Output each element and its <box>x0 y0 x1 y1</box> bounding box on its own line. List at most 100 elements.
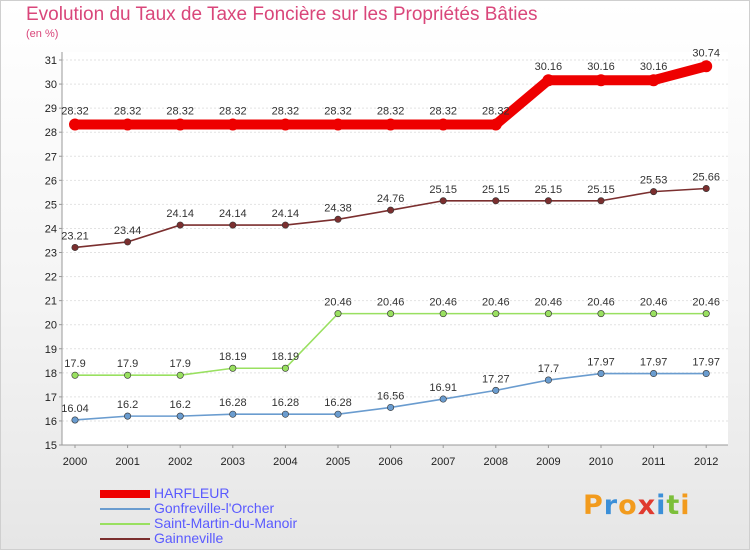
legend-swatch <box>100 507 150 510</box>
data-label: 24.14 <box>219 208 247 220</box>
data-point <box>492 197 500 205</box>
data-point <box>281 410 289 418</box>
data-label: 25.15 <box>429 184 457 196</box>
data-label: 24.76 <box>377 193 405 205</box>
data-point <box>597 197 605 205</box>
data-point <box>437 118 450 131</box>
data-label: 28.32 <box>377 105 405 117</box>
data-label: 28.32 <box>429 105 457 117</box>
data-point <box>176 371 184 379</box>
data-point <box>332 118 344 131</box>
data-point <box>124 238 132 246</box>
legend-item: Saint-Martin-du-Manoir <box>100 516 297 531</box>
legend-label: Gainneville <box>154 530 224 546</box>
data-point <box>544 376 552 384</box>
data-label: 17.9 <box>64 358 85 370</box>
data-label: 20.46 <box>692 297 720 309</box>
data-label: 20.46 <box>482 297 510 309</box>
data-label: 16.28 <box>219 397 247 409</box>
x-tick-label: 2010 <box>589 456 613 468</box>
data-label: 20.46 <box>535 297 563 309</box>
y-tick-label: 23 <box>45 248 57 260</box>
data-point <box>647 74 660 87</box>
data-label: 17.27 <box>482 373 510 385</box>
y-tick-label: 25 <box>45 199 57 211</box>
data-point <box>544 310 552 318</box>
data-point <box>281 221 289 229</box>
data-label: 17.97 <box>587 357 615 369</box>
data-label: 16.2 <box>117 399 138 411</box>
data-label: 30.74 <box>692 47 720 59</box>
data-label: 20.46 <box>324 297 352 309</box>
y-tick-label: 30 <box>45 79 57 91</box>
x-tick-label: 2000 <box>63 456 87 468</box>
y-tick-label: 24 <box>45 223 57 235</box>
y-tick-label: 16 <box>45 416 57 428</box>
legend-swatch <box>100 522 150 525</box>
data-point <box>702 370 710 378</box>
legend-swatch <box>100 489 150 498</box>
x-tick-label: 2009 <box>536 456 560 468</box>
data-label: 24.14 <box>166 208 194 220</box>
data-label: 30.16 <box>640 61 668 73</box>
legend-label: Gonfreville-l'Orcher <box>154 500 275 516</box>
y-tick-label: 19 <box>45 344 57 356</box>
y-tick-label: 29 <box>45 103 57 115</box>
y-tick-label: 17 <box>45 392 57 404</box>
data-point <box>281 364 289 372</box>
data-point <box>229 364 237 372</box>
y-tick-label: 15 <box>45 440 57 452</box>
data-label: 25.66 <box>692 171 720 183</box>
chart-title: Evolution du Taux de Taxe Foncière sur l… <box>26 4 538 25</box>
y-tick-label: 21 <box>45 296 57 308</box>
x-tick-label: 2001 <box>115 456 139 468</box>
data-point <box>174 118 187 131</box>
x-tick-label: 2007 <box>431 456 455 468</box>
x-tick-label: 2002 <box>168 456 192 468</box>
data-point <box>387 206 395 214</box>
y-tick-label: 18 <box>45 368 57 380</box>
data-point <box>226 118 239 131</box>
data-point <box>492 310 500 318</box>
data-point <box>700 60 713 73</box>
data-label: 24.38 <box>324 202 352 214</box>
legend-label: HARFLEUR <box>154 485 230 501</box>
data-point <box>650 188 658 196</box>
x-tick-label: 2003 <box>221 456 245 468</box>
data-label: 30.16 <box>587 61 615 73</box>
x-tick-label: 2012 <box>694 456 718 468</box>
data-label: 16.28 <box>272 397 300 409</box>
y-tick-label: 22 <box>45 272 57 284</box>
x-tick-label: 2005 <box>326 456 350 468</box>
data-point <box>71 243 79 251</box>
legend-item: Gonfreville-l'Orcher <box>100 501 297 516</box>
data-label: 16.04 <box>61 403 89 415</box>
data-label: 30.16 <box>535 61 563 73</box>
data-point <box>121 118 134 131</box>
data-label: 18.19 <box>272 351 300 363</box>
data-label: 25.15 <box>587 184 615 196</box>
chart-subtitle: (en %) <box>26 28 59 40</box>
data-point <box>176 221 184 229</box>
data-label: 24.14 <box>272 208 300 220</box>
data-point <box>334 215 342 223</box>
data-point <box>176 412 184 420</box>
data-point <box>387 403 395 411</box>
legend-label: Saint-Martin-du-Manoir <box>154 515 298 531</box>
data-label: 28.32 <box>166 105 194 117</box>
data-point <box>124 371 132 379</box>
legend: HARFLEUR Gonfreville-l'Orcher Saint-Martin… <box>100 486 297 546</box>
data-label: 25.15 <box>535 184 563 196</box>
data-point <box>597 370 605 378</box>
data-label: 28.32 <box>114 105 142 117</box>
legend-item: Gainneville <box>100 531 297 546</box>
data-label: 16.56 <box>377 390 405 402</box>
data-point <box>439 395 447 403</box>
data-label: 16.2 <box>169 399 190 411</box>
data-label: 25.53 <box>640 175 668 187</box>
data-label: 28.32 <box>61 105 89 117</box>
y-tick-label: 20 <box>45 320 57 332</box>
data-point <box>702 310 710 318</box>
data-point <box>387 310 395 318</box>
